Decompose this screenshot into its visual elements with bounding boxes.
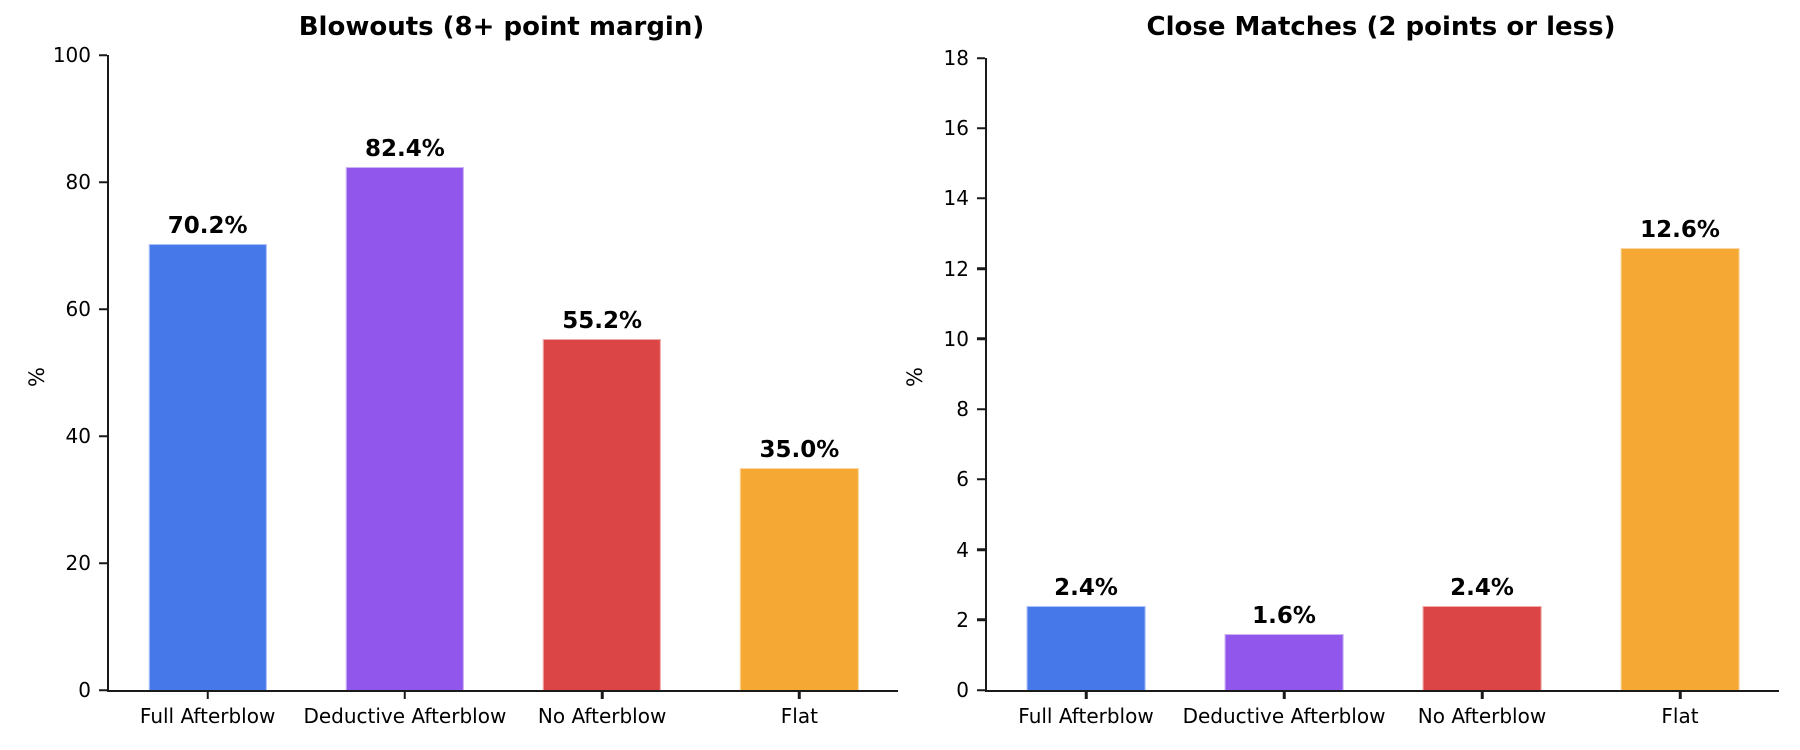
y-axis-tick [99,688,107,692]
bar-value-label: 35.0% [759,436,840,463]
y-axis-tick [977,618,985,622]
y-axis-tick [99,561,107,565]
bar [345,166,465,690]
bar [740,467,859,690]
y-axis-tick-label: 6 [956,467,969,492]
x-axis-tick-label: Full Afterblow [139,704,276,728]
y-axis-tick [977,688,985,692]
y-axis-tick-label: 20 [65,551,91,575]
y-axis-tick-label: 14 [943,186,969,211]
blowouts-chart: Blowouts (8+ point margin) % 0 20 40 60 80 10… [25,0,898,750]
x-axis-tick [600,690,604,699]
y-axis-tick [99,307,107,311]
y-axis-label: % [903,367,927,387]
x-axis-tick-label: Flat [1661,704,1699,728]
y-axis-tick [977,267,985,270]
y-axis-label: % [25,367,49,387]
close-matches-chart: Close Matches (2 points or less) % 0 2 4 6 8… [903,0,1779,750]
x-axis-tick-label: Deductive Afterblow [303,704,507,728]
bar [1620,247,1740,690]
y-axis-tick-label: 12 [943,256,969,281]
x-axis-tick [1084,690,1088,699]
x-axis-tick [1678,690,1682,699]
x-axis-tick-label: No Afterblow [1417,704,1547,728]
y-axis-tick-label: 0 [956,678,969,702]
plot-area: 0 20 40 60 80 100 70.2% Full Afterblow 82.4% Dedu… [53,45,898,728]
y-axis-tick [977,197,985,200]
bar-value-label: 70.2% [167,213,248,240]
x-axis-tick [1480,690,1484,699]
x-axis-tick-label: No Afterblow [537,704,667,728]
chart-title: Blowouts (8+ point margin) [298,12,705,42]
y-axis-tick [977,407,985,411]
x-axis-tick [206,690,209,699]
y-axis-tick [99,53,107,57]
bar-value-label: 55.2% [562,308,643,335]
chart-title: Close Matches (2 points or less) [1146,12,1616,42]
bar-value-label: 2.4% [1450,574,1514,601]
y-axis-tick-label: 40 [65,424,91,448]
x-axis-tick [798,690,801,699]
y-axis-tick [977,478,985,481]
y-axis-tick-label: 10 [943,326,969,351]
x-axis-tick-label: Full Afterblow [1018,704,1154,728]
y-axis-tick-label: 16 [943,116,969,141]
y-axis-tick [977,56,985,60]
y-axis-tick-label: 0 [78,678,91,702]
y-axis-tick [977,126,985,130]
y-axis-tick-label: 80 [65,170,91,194]
y-axis-tick [99,180,107,184]
y-axis-tick [977,337,985,341]
y-axis-tick-label: 18 [943,46,969,70]
x-axis-tick [1282,690,1286,699]
y-axis-tick-label: 8 [956,397,969,422]
y-axis-tick [977,548,985,551]
y-axis-tick-label: 60 [65,297,91,321]
x-axis-tick [403,690,407,699]
bar-value-label: 82.4% [364,135,445,162]
y-axis-tick-label: 4 [956,537,969,562]
bar-value-label: 2.4% [1054,574,1118,601]
bar-value-label: 1.6% [1252,602,1316,629]
bar [542,339,662,690]
bar [148,244,267,690]
x-axis-tick-label: Flat [780,704,818,728]
bar-value-label: 12.6% [1640,216,1720,243]
y-axis-tick [99,434,107,438]
bar [1026,605,1146,690]
y-axis-tick-label: 100 [52,43,91,67]
y-axis-tick-label: 2 [956,607,969,632]
plot-area: 0 2 4 6 8 10 12 14 16 18 2.4% Full Afterblow 1.6% Ded… [944,48,1779,728]
bar [1422,605,1542,690]
bar [1224,633,1344,690]
x-axis-tick-label: Deductive Afterblow [1182,704,1386,728]
